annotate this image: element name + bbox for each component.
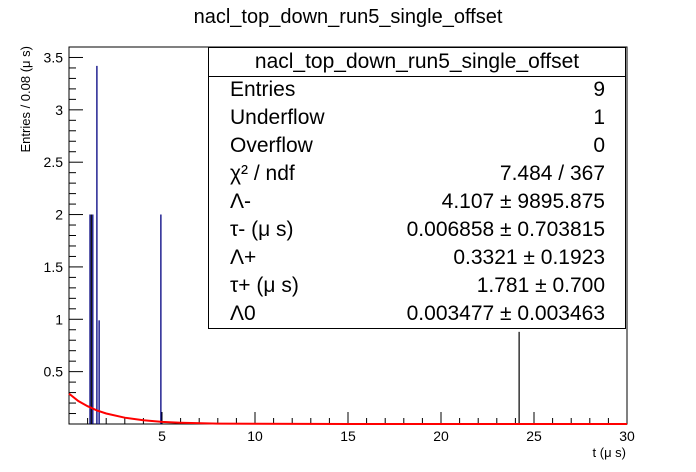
stats-label-tau-minus: τ- (μ s) xyxy=(230,218,294,241)
stats-label-underflow: Underflow xyxy=(230,106,325,129)
stats-row-tau-minus: τ- (μ s) 0.006858 ± 0.703815 xyxy=(209,217,625,245)
x-tick-label: 10 xyxy=(247,428,263,444)
y-tick-label: 1 xyxy=(55,311,63,327)
stats-box-title: nacl_top_down_run5_single_offset xyxy=(209,48,625,77)
y-tick-label: 2 xyxy=(55,207,63,223)
stats-value-overflow: 0 xyxy=(593,134,605,157)
stats-value-underflow: 1 xyxy=(593,106,605,129)
x-tick-label: 20 xyxy=(433,428,449,444)
stats-value-lambda-plus: 0.3321 ± 0.1923 xyxy=(453,246,605,269)
stats-label-lambda-minus: Λ- xyxy=(230,190,252,213)
x-tick-label: 25 xyxy=(526,428,542,444)
y-tick-label: 1.5 xyxy=(44,259,64,275)
x-tick-label: 15 xyxy=(340,428,356,444)
stats-row-overflow: Overflow 0 xyxy=(209,133,625,161)
y-axis-label: Entries / 0.08 (μ s) xyxy=(18,46,33,152)
stats-label-chi2: χ² / ndf xyxy=(230,162,295,185)
stats-value-lambda-zero: 0.003477 ± 0.003463 xyxy=(406,302,605,325)
stats-value-tau-minus: 0.006858 ± 0.703815 xyxy=(406,218,605,241)
y-tick-label: 0.5 xyxy=(44,364,64,380)
stats-label-entries: Entries xyxy=(230,78,296,101)
fit-curve xyxy=(68,392,627,425)
y-tick-label: 3.5 xyxy=(44,49,64,65)
x-tick-label: 30 xyxy=(619,428,635,444)
stats-row-tau-plus: τ+ (μ s) 1.781 ± 0.700 xyxy=(209,273,625,301)
stats-value-tau-plus: 1.781 ± 0.700 xyxy=(476,274,605,297)
chart-title: nacl_top_down_run5_single_offset xyxy=(193,6,503,28)
y-tick-label: 2.5 xyxy=(44,154,64,170)
stats-label-tau-plus: τ+ (μ s) xyxy=(230,274,299,297)
stats-row-lambda-zero: Λ0 0.003477 ± 0.003463 xyxy=(209,301,625,329)
y-tick-label: 3 xyxy=(55,102,63,118)
stats-label-overflow: Overflow xyxy=(230,134,313,157)
stats-row-underflow: Underflow 1 xyxy=(209,105,625,133)
stats-row-chi2: χ² / ndf 7.484 / 367 xyxy=(209,161,625,189)
x-axis-label: t (μ s) xyxy=(593,445,626,460)
stats-row-lambda-plus: Λ+ 0.3321 ± 0.1923 xyxy=(209,245,625,273)
stats-label-lambda-zero: Λ0 xyxy=(230,302,256,325)
stats-row-lambda-minus: Λ- 4.107 ± 9895.875 xyxy=(209,189,625,217)
stats-value-chi2: 7.484 / 367 xyxy=(499,162,605,185)
stats-box: nacl_top_down_run5_single_offset Entries… xyxy=(208,47,626,329)
stats-row-entries: Entries 9 xyxy=(209,77,625,105)
stats-value-lambda-minus: 4.107 ± 9895.875 xyxy=(441,190,605,213)
x-tick-label: 5 xyxy=(158,428,166,444)
stats-label-lambda-plus: Λ+ xyxy=(230,246,257,269)
stats-value-entries: 9 xyxy=(593,78,605,101)
